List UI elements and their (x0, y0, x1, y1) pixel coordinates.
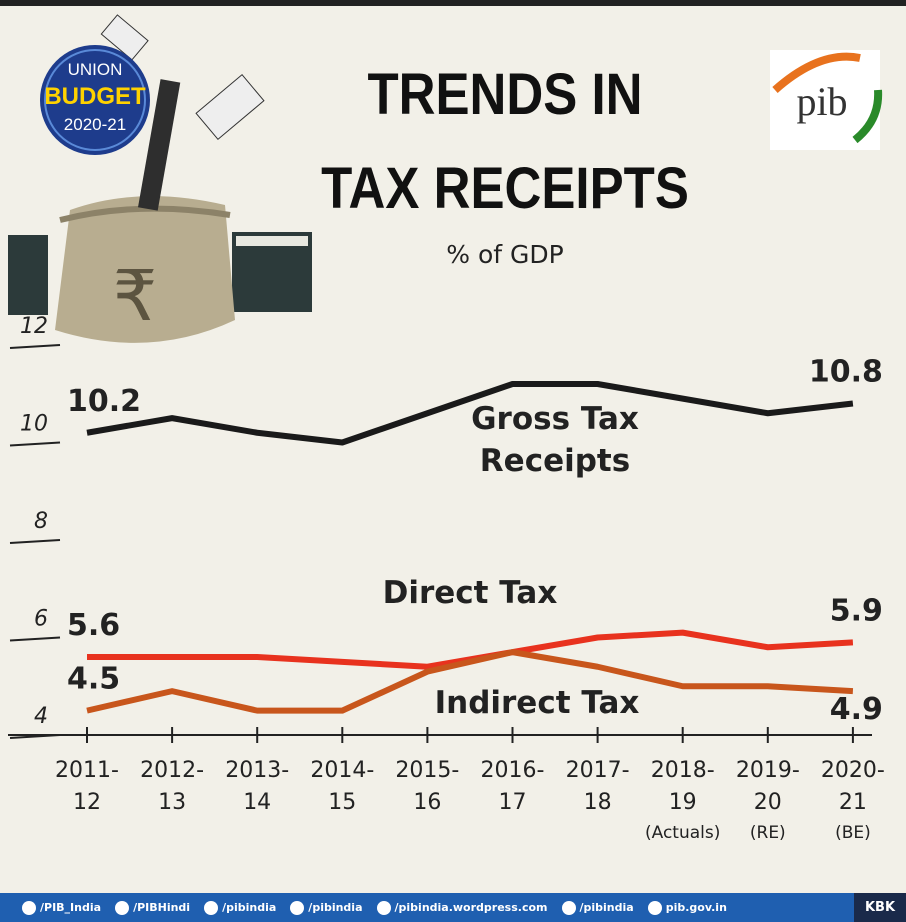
x-tick-label: 2011- (55, 758, 119, 783)
x-tick-label: 20 (754, 790, 782, 815)
chart-subtitle: % of GDP (446, 240, 564, 269)
footer-text: /pibindia (222, 901, 277, 914)
x-tick-label: 16 (413, 790, 441, 815)
x-tick-label: (Actuals) (645, 823, 720, 843)
y-tick-label: 8 (34, 509, 48, 534)
x-tick-label: 2013- (225, 758, 289, 783)
x-tick-label: 2018- (651, 758, 715, 783)
icon (376, 900, 391, 915)
x-tick-label: 2017- (566, 758, 630, 783)
y-tick (9, 636, 61, 642)
footer-text: /pibindia (579, 901, 634, 914)
footer-item[interactable]: /pibindia (204, 900, 277, 915)
badge-text: 2020-21 (64, 115, 126, 134)
x-tick-label: 12 (73, 790, 101, 815)
badge-text: UNION (68, 60, 123, 79)
series-label: Indirect Tax (434, 685, 640, 721)
y-tick (9, 344, 61, 349)
x-tick-label: 2015- (395, 758, 459, 783)
footer-text: /PIB_India (40, 901, 102, 914)
footer-item[interactable]: /PIBHindi (115, 900, 191, 915)
footer: /PIB_India/PIBHindi/pibindia/pibindia/pi… (0, 893, 906, 922)
y-tick-label: 10 (20, 412, 48, 437)
x-tick-label: (BE) (835, 823, 871, 843)
series-label: Gross Tax Receipts (471, 401, 639, 479)
badge-text: BUDGET (44, 83, 146, 110)
line (86, 649, 854, 714)
top-edge (0, 0, 906, 6)
x-tick-label: 21 (839, 790, 867, 815)
data-label: 4.5 (67, 662, 120, 697)
data-label: 10.2 (67, 384, 141, 419)
footer-text: /PIBHindi (133, 901, 191, 914)
x-tick-label: 2012- (140, 758, 204, 783)
y-tick-label: 4 (34, 704, 48, 729)
footer-item[interactable]: /pibindia.wordpress.com (376, 900, 548, 915)
footer-tag: KBK (854, 893, 906, 922)
x-tick-label: 2020- (821, 758, 885, 783)
icon (647, 900, 662, 915)
footer-text: /pibindia.wordpress.com (394, 901, 548, 914)
x-tick-label: 2019- (736, 758, 800, 783)
y-tick-label: 6 (34, 607, 48, 632)
line (86, 381, 854, 446)
x-tick-label: 15 (328, 790, 356, 815)
x-tick-label: (RE) (750, 823, 786, 843)
y-tick-label: 12 (20, 314, 48, 339)
icon (115, 900, 130, 915)
icon (204, 900, 219, 915)
footer-text: pib.gov.in (665, 901, 727, 914)
data-label: 5.9 (830, 593, 883, 628)
x-tick-label: 2016- (481, 758, 545, 783)
x-tick-label: 14 (243, 790, 271, 815)
svg-text:₹: ₹ (113, 255, 158, 337)
footer-text: /pibindia (308, 901, 363, 914)
x-tick-label: 13 (158, 790, 186, 815)
illustration: ₹ (8, 14, 312, 343)
icon (561, 900, 576, 915)
data-label: 5.6 (67, 608, 120, 643)
footer-item[interactable]: pib.gov.in (647, 900, 727, 915)
data-label: 4.9 (830, 692, 883, 727)
logo (770, 50, 883, 150)
x-tick-label: 17 (499, 790, 527, 815)
footer-item[interactable]: /pibindia (561, 900, 634, 915)
icon (290, 900, 305, 915)
footer-item[interactable]: /PIB_India (22, 900, 102, 915)
icon (22, 900, 36, 915)
y-tick (9, 441, 61, 447)
x-tick-label: 19 (669, 790, 697, 815)
logo-text: pib (796, 79, 847, 124)
x-tick-label: 2014- (310, 758, 374, 783)
x-tick-label: 18 (584, 790, 612, 815)
y-tick (9, 539, 61, 544)
chart-title: TRENDS IN TAX RECEIPTS (321, 62, 689, 221)
data-label: 10.8 (809, 355, 883, 390)
footer-item[interactable]: /pibindia (290, 900, 363, 915)
series-label: Direct Tax (382, 575, 558, 611)
